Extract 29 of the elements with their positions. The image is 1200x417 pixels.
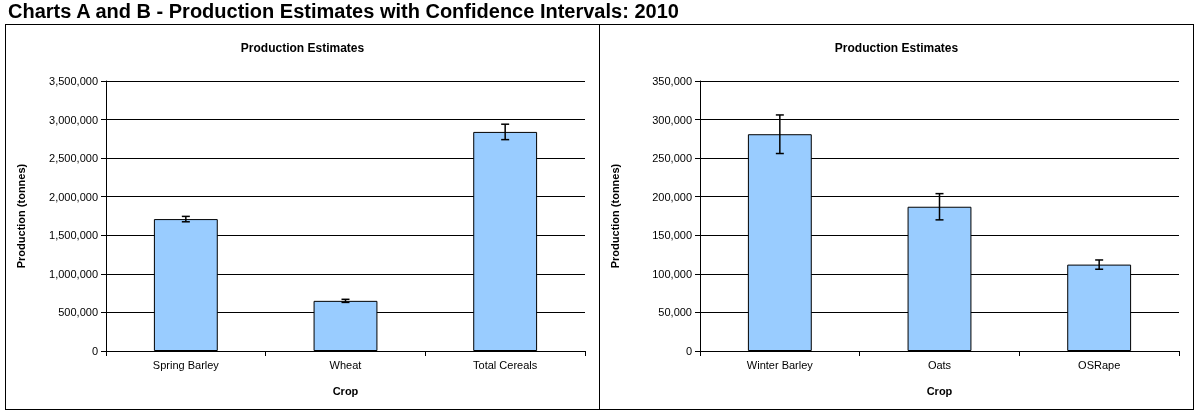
y-tick-label: 250,000 xyxy=(652,152,692,165)
y-tick-label: 300,000 xyxy=(652,113,692,126)
y-tick-label: 150,000 xyxy=(652,229,692,242)
chart-title: Production Estimates xyxy=(240,41,365,55)
y-tick-label: 500,000 xyxy=(58,306,98,319)
chart-title: Production Estimates xyxy=(834,41,959,55)
x-tick-label: Winter Barley xyxy=(746,358,814,371)
y-tick-label: 100,000 xyxy=(652,267,692,280)
x-tick-label: Total Cereals xyxy=(473,358,538,371)
y-tick-label: 1,500,000 xyxy=(49,229,98,242)
x-axis-title: Crop xyxy=(332,384,359,397)
x-tick-label: Wheat xyxy=(329,358,362,371)
y-tick-label: 1,000,000 xyxy=(49,267,98,280)
y-tick-label: 2,000,000 xyxy=(49,190,98,203)
x-tick-label: Oats xyxy=(927,358,952,371)
x-tick-label: OSRape xyxy=(1078,358,1121,371)
text: Charts A and B - Production Estimates with Confidence Intervals: 2010 xyxy=(8,0,679,22)
y-tick-label: 3,000,000 xyxy=(49,113,98,126)
y-tick-label: 0 xyxy=(685,345,692,357)
x-tick-label: Spring Barley xyxy=(152,358,220,371)
y-tick-label: 3,500,000 xyxy=(49,75,98,87)
y-axis-title: Production (tonnes) xyxy=(608,163,621,269)
y-tick-label: 2,500,000 xyxy=(49,152,98,165)
y-tick-label: 0 xyxy=(91,345,98,357)
y-tick-label: 50,000 xyxy=(658,306,692,319)
x-axis-title: Crop xyxy=(926,384,953,397)
y-tick-label: 350,000 xyxy=(652,75,692,87)
y-axis-title: Production (tonnes) xyxy=(14,163,27,269)
y-tick-label: 200,000 xyxy=(652,190,692,203)
